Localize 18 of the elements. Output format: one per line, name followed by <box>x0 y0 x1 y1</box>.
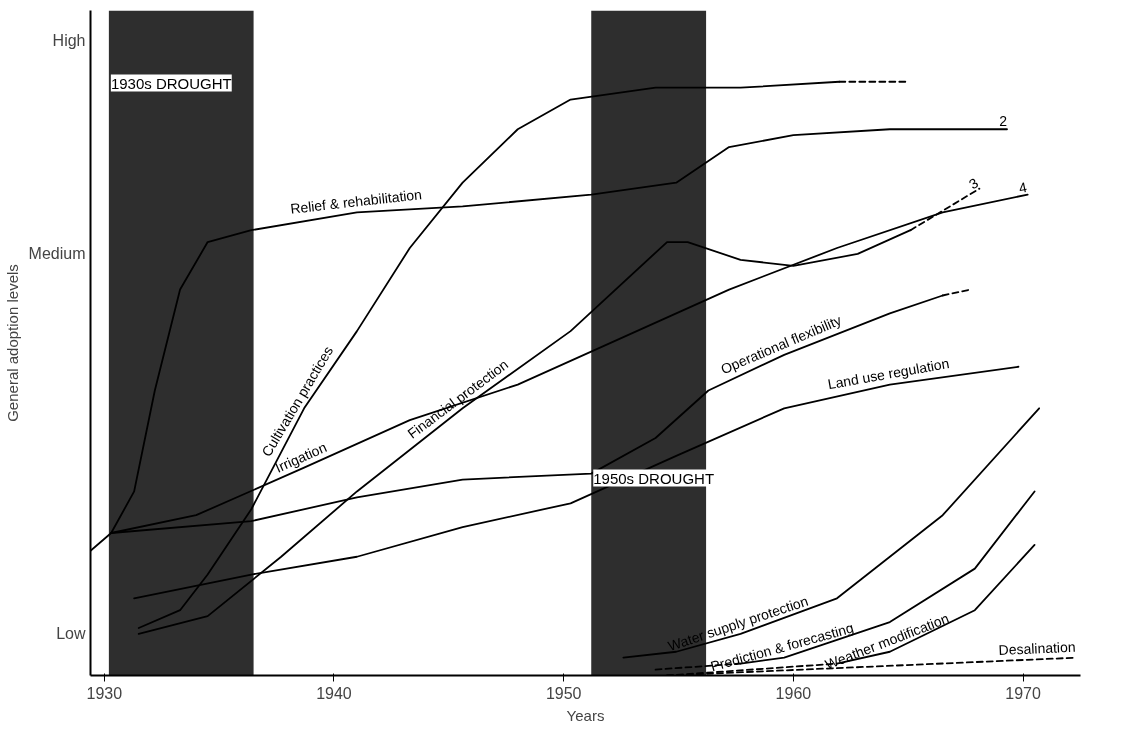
x-tick-label: 1940 <box>316 684 352 702</box>
annotation: Land use regulation <box>826 355 951 393</box>
text: Medium <box>28 245 86 263</box>
annotation: Desalination <box>998 638 1076 659</box>
band-label: 1930s DROUGHT <box>110 74 232 92</box>
x-tick-label: 1930 <box>86 684 123 702</box>
text: High <box>52 31 86 49</box>
annotation: 3 <box>966 174 982 193</box>
x-axis-title: Years <box>566 706 605 724</box>
annotation: 2 <box>999 113 1008 130</box>
annotation: 4 <box>1017 178 1029 197</box>
x-tick-label: 1950 <box>545 684 582 702</box>
x-tick-label: 1970 <box>1005 684 1041 702</box>
annotation: Relief & rehabilitation <box>289 186 423 217</box>
text: Low <box>56 625 86 643</box>
x-tick-label: 1960 <box>775 684 812 702</box>
y-axis-title: General adoption levels <box>3 264 21 422</box>
band-label: 1950s DROUGHT <box>593 469 715 487</box>
